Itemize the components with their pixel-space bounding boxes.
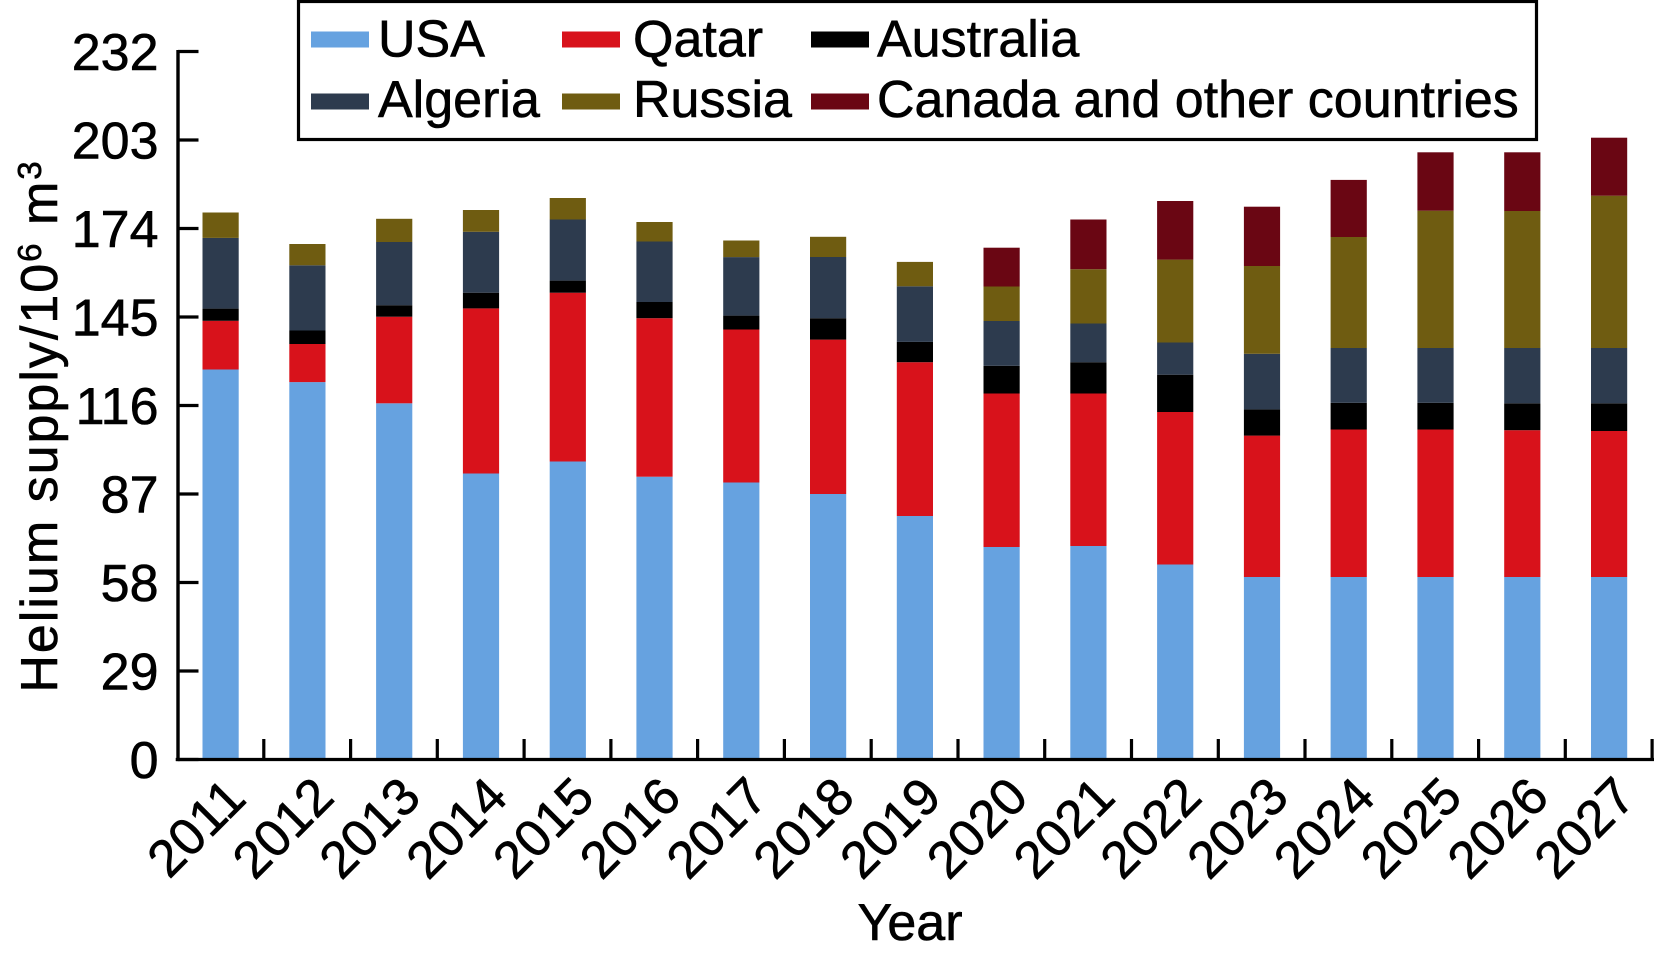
svg-text:2015: 2015 [482,767,605,890]
svg-text:USA: USA [378,11,485,69]
svg-text:2012: 2012 [222,767,345,890]
svg-text:29: 29 [101,644,159,702]
svg-text:116: 116 [76,378,159,436]
svg-text:2018: 2018 [743,767,866,890]
svg-text:Year: Year [857,894,962,952]
svg-text:2014: 2014 [396,767,519,890]
svg-text:145: 145 [72,290,159,348]
svg-text:58: 58 [101,555,159,613]
svg-text:Qatar: Qatar [633,11,763,69]
svg-text:0: 0 [130,732,159,790]
svg-text:2013: 2013 [309,767,432,890]
svg-text:2026: 2026 [1437,767,1560,890]
svg-text:2027: 2027 [1524,767,1647,890]
svg-text:Algeria: Algeria [378,71,540,129]
svg-text:2023: 2023 [1177,767,1300,890]
svg-text:Russia: Russia [633,71,792,129]
svg-text:174: 174 [72,201,159,259]
svg-text:2021: 2021 [1003,767,1126,890]
svg-text:2019: 2019 [829,767,952,890]
svg-text:Australia: Australia [877,11,1079,69]
svg-text:2022: 2022 [1090,767,1213,890]
svg-text:203: 203 [72,113,159,171]
svg-text:Canada and other countries: Canada and other countries [877,71,1519,129]
svg-text:87: 87 [101,467,159,525]
svg-text:2024: 2024 [1263,767,1386,890]
svg-text:Helium supply/106 m3: Helium supply/106 m3 [11,159,69,692]
svg-text:2017: 2017 [656,767,779,890]
svg-text:232: 232 [72,24,159,82]
svg-text:2020: 2020 [916,767,1039,890]
svg-text:2016: 2016 [569,767,692,890]
svg-text:2025: 2025 [1350,767,1473,890]
